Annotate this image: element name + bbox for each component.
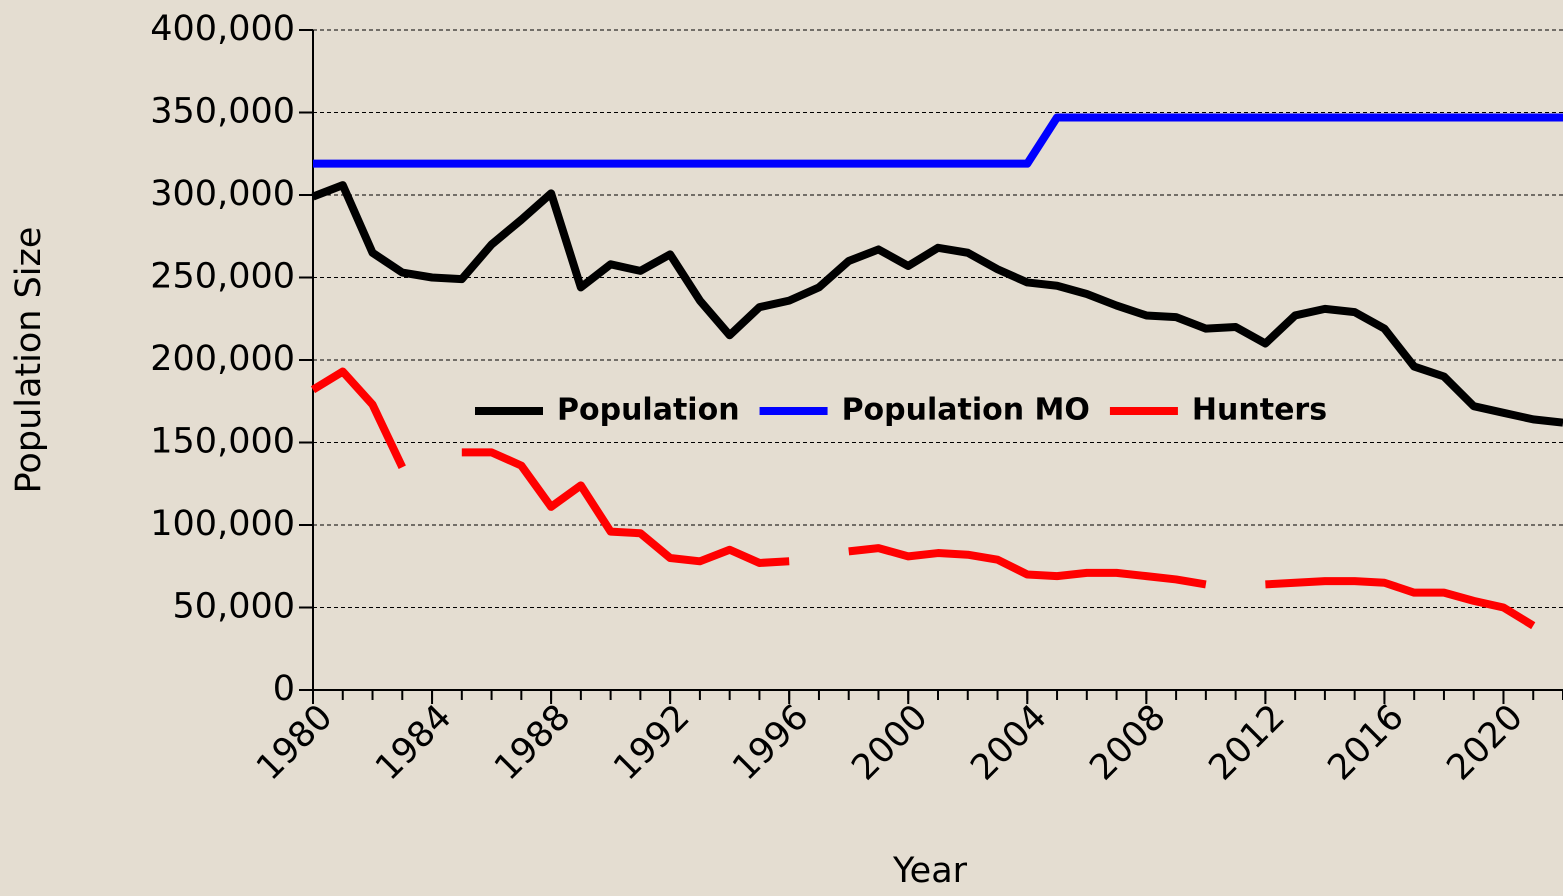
y-tick-label: 350,000 <box>150 92 295 132</box>
series-line <box>313 113 1563 168</box>
y-tick-label: 150,000 <box>150 422 295 462</box>
y-tick-label: 250,000 <box>150 257 295 297</box>
y-tick-label: 100,000 <box>150 504 295 544</box>
legend-label: Hunters <box>1192 393 1327 428</box>
series-line <box>311 181 1563 427</box>
y-axis-title: Population Size <box>9 227 49 494</box>
y-tick-label: 0 <box>273 669 295 709</box>
y-tick-label: 400,000 <box>150 9 295 49</box>
legend-label: Population MO <box>842 393 1090 428</box>
y-tick-label: 200,000 <box>150 339 295 379</box>
y-tick-label: 50,000 <box>173 587 295 627</box>
x-axis-title: Year <box>892 851 968 891</box>
y-tick-label: 300,000 <box>150 174 295 214</box>
legend-label: Population <box>557 393 740 428</box>
series-line <box>310 367 1536 630</box>
